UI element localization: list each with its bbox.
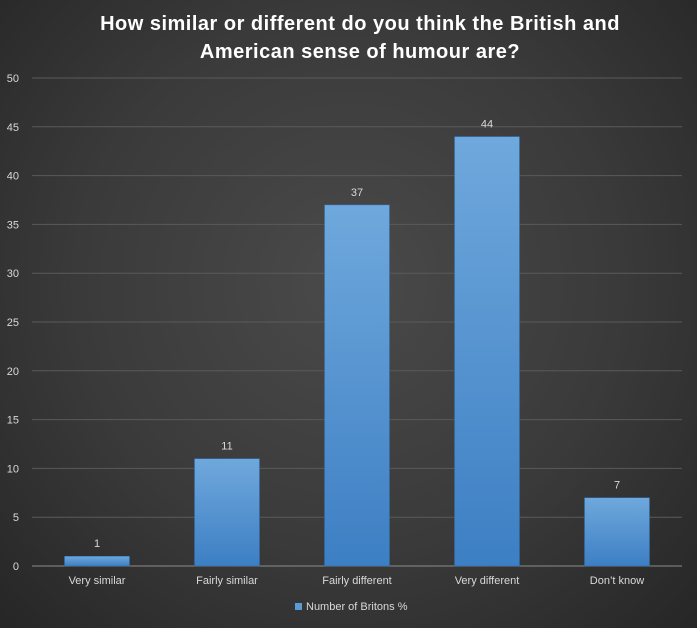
x-tick-label: Fairly similar [196, 575, 258, 587]
bar [584, 497, 650, 567]
legend-swatch [295, 603, 302, 610]
chart-title-line-2: American sense of humour are? [199, 41, 521, 63]
bar [194, 458, 260, 567]
x-tick-label: Very different [455, 575, 520, 587]
y-tick-label: 35 [7, 219, 19, 231]
x-tick-label: Don’t know [590, 575, 644, 587]
x-tick-label: Very similar [69, 575, 126, 587]
data-label: 1 [94, 538, 100, 550]
data-label: 7 [614, 480, 620, 492]
y-tick-label: 0 [13, 561, 19, 573]
y-tick-label: 10 [7, 463, 19, 475]
y-tick-label: 45 [7, 122, 19, 134]
chart-title: How similar or different do you think th… [60, 10, 660, 66]
legend-label: Number of Britons % [306, 601, 408, 613]
y-tick-label: 50 [7, 73, 19, 85]
x-tick-label: Fairly different [322, 575, 392, 587]
y-tick-label: 20 [7, 366, 19, 378]
y-tick-label: 25 [7, 317, 19, 329]
data-label: 37 [351, 187, 363, 199]
chart-title-line-1: How similar or different do you think th… [100, 13, 620, 35]
y-tick-label: 30 [7, 268, 19, 280]
y-tick-label: 5 [13, 512, 19, 524]
y-tick-label: 15 [7, 415, 19, 427]
data-label: 44 [481, 119, 493, 131]
y-tick-label: 40 [7, 171, 19, 183]
bar [64, 555, 130, 567]
data-label: 11 [221, 441, 232, 453]
bar [324, 204, 390, 567]
bar [454, 136, 520, 567]
